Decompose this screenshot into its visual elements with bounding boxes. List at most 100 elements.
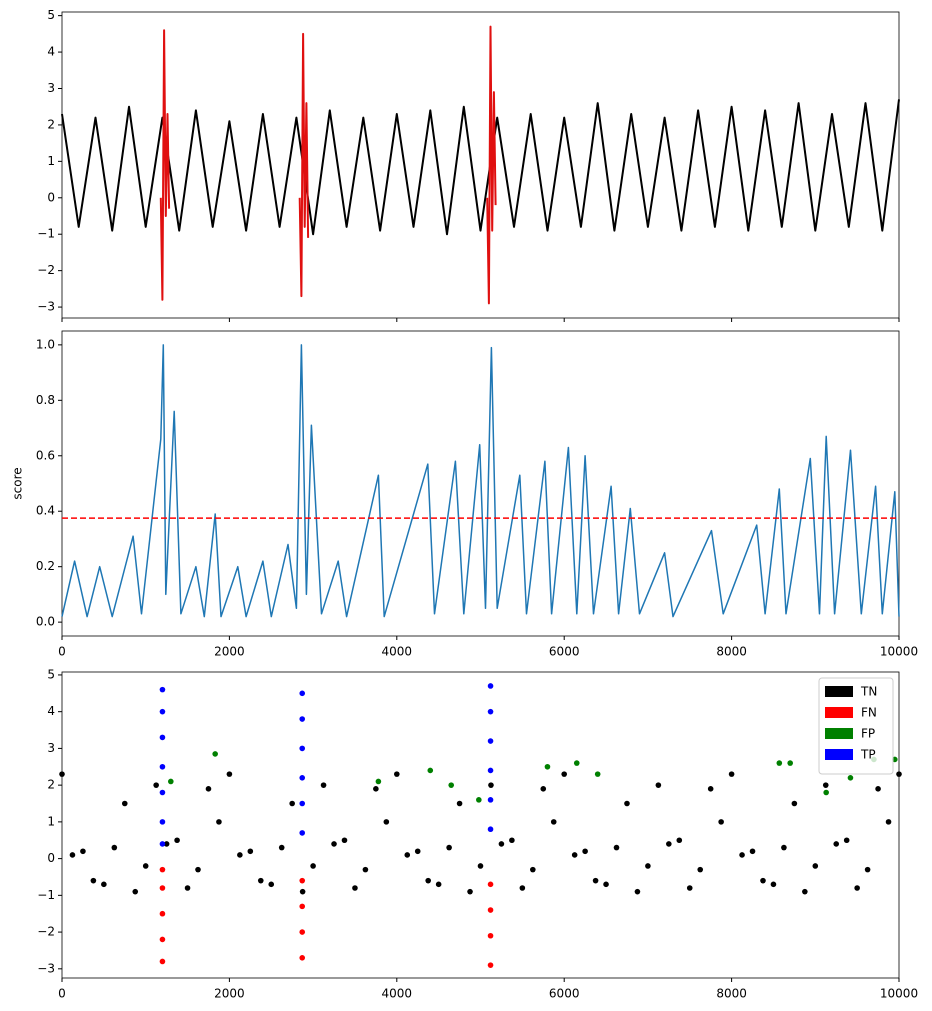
- scatter-point: [121, 800, 128, 807]
- scatter-point: [153, 782, 159, 788]
- scatter-point: [476, 797, 482, 803]
- scatter-point: [394, 771, 400, 777]
- scatter-point: [90, 877, 97, 884]
- y-tick-label: 0: [47, 851, 55, 865]
- scatter-point: [487, 767, 494, 774]
- scatter-point: [299, 929, 306, 935]
- scatter-point: [728, 771, 735, 777]
- scatter-point: [69, 852, 76, 858]
- scatter-point: [111, 844, 118, 851]
- scatter-point: [896, 771, 902, 777]
- y-tick-label: −3: [37, 961, 55, 975]
- scatter-point: [320, 782, 327, 788]
- scatter-point: [561, 771, 567, 777]
- scatter-point: [331, 841, 337, 847]
- scatter-point: [550, 819, 557, 825]
- scatter-point: [487, 881, 494, 888]
- y-tick-label: 1: [47, 814, 55, 828]
- scatter-point: [299, 954, 306, 961]
- x-tick-label: 4000: [382, 645, 413, 659]
- scatter-point: [544, 763, 551, 770]
- y-tick-label: −1: [37, 888, 55, 902]
- scatter-point: [268, 881, 275, 888]
- scatter-point: [299, 888, 306, 895]
- y-tick-label: 0.2: [36, 559, 55, 573]
- scatter-point: [174, 837, 180, 844]
- scatter-point: [289, 800, 295, 807]
- scatter-point: [159, 819, 166, 825]
- legend-label: TN: [860, 685, 877, 699]
- scatter-point: [487, 708, 494, 715]
- scatter-point: [159, 734, 166, 741]
- legend-swatch: [825, 707, 853, 718]
- scatter-point: [414, 848, 421, 855]
- scatter-point: [80, 848, 86, 855]
- scatter-point: [352, 885, 358, 891]
- scatter-point: [519, 885, 526, 891]
- scatter-point: [666, 841, 672, 847]
- scatter-point: [509, 837, 515, 844]
- scatter-point: [435, 881, 442, 888]
- y-tick-label: 0.4: [36, 504, 55, 518]
- scatter-point: [676, 837, 683, 844]
- plot-frame: [61, 671, 900, 979]
- y-tick-label: 2: [47, 778, 55, 792]
- scatter-point: [299, 745, 306, 752]
- scatter-point: [594, 771, 601, 777]
- scatter-point: [487, 797, 494, 803]
- scatter-point: [159, 708, 166, 715]
- scatter-point: [843, 837, 850, 844]
- scatter-point: [237, 852, 243, 858]
- y-tick-label: 0.0: [36, 615, 55, 629]
- legend-swatch: [825, 749, 853, 760]
- scatter-point: [310, 863, 316, 869]
- scatter-point: [159, 763, 166, 770]
- scatter-point: [718, 819, 724, 825]
- x-tick-label: 6000: [549, 987, 580, 1001]
- scatter-point: [487, 932, 494, 939]
- legend-swatch: [825, 728, 853, 739]
- scatter-point: [487, 738, 494, 744]
- legend-label: TP: [860, 748, 876, 762]
- x-tick-label: 8000: [716, 645, 747, 659]
- scatter-point: [448, 782, 455, 788]
- scatter-point: [299, 877, 306, 884]
- legend-swatch: [825, 686, 853, 697]
- scatter-point: [487, 826, 494, 833]
- scatter-point: [634, 888, 641, 895]
- scatter-point: [163, 841, 170, 847]
- y-tick-label: 0.8: [36, 393, 55, 407]
- scatter-point: [582, 848, 588, 855]
- scatter-point: [791, 800, 798, 807]
- scatter-point: [226, 771, 233, 777]
- scatter-point: [362, 866, 369, 873]
- scatter-point: [404, 852, 411, 858]
- scatter-point: [299, 903, 306, 910]
- scatter-point: [787, 760, 793, 766]
- scatter-point: [299, 800, 306, 807]
- scatter-point: [655, 782, 662, 788]
- scatter-point: [299, 830, 306, 836]
- scatter-point: [159, 885, 166, 891]
- scatter-point: [833, 841, 840, 847]
- scatter-point: [159, 789, 166, 796]
- scatter-point: [864, 866, 871, 873]
- scatter-point: [781, 844, 787, 851]
- scatter-point: [427, 767, 434, 774]
- scatter-point: [885, 819, 892, 825]
- scatter-point: [159, 958, 166, 965]
- scatter-point: [341, 837, 348, 844]
- y-tick-label: 5: [47, 8, 55, 22]
- scatter-point: [425, 877, 431, 884]
- scatter-point: [159, 841, 166, 847]
- scatter-point: [299, 690, 306, 697]
- scatter-point: [487, 962, 494, 968]
- y-tick-label: −2: [37, 263, 55, 277]
- line-series: [61, 99, 900, 236]
- scatter-point: [142, 863, 149, 869]
- legend-label: FP: [861, 727, 875, 741]
- scatter-point: [776, 760, 783, 766]
- x-tick-label: 8000: [716, 987, 747, 1001]
- y-tick-label: 0: [47, 190, 55, 204]
